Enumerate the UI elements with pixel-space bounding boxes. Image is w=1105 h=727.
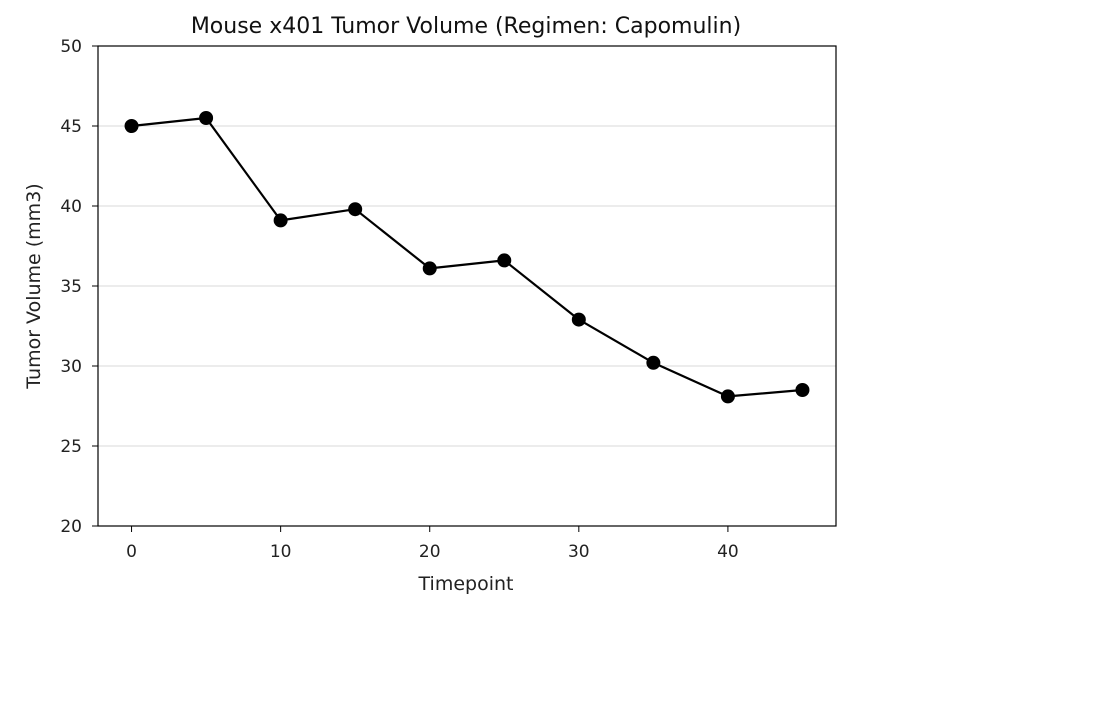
data-point (124, 119, 139, 133)
data-point (273, 213, 288, 228)
y-tick-label: 45 (60, 117, 82, 137)
x-axis-label: Timepoint (418, 573, 514, 595)
x-tick-label: 40 (717, 542, 739, 562)
y-tick-label: 30 (60, 357, 82, 377)
y-tick-label: 25 (60, 437, 82, 457)
x-tick-label: 30 (568, 542, 590, 562)
x-tick-label: 10 (270, 542, 292, 562)
series-line (130, 116, 804, 398)
data-point (497, 253, 512, 268)
data-point (199, 111, 214, 125)
y-tick-label: 35 (60, 277, 82, 297)
y-tick-label: 50 (60, 37, 82, 57)
x-tick-label: 0 (126, 542, 137, 562)
data-point (422, 261, 437, 276)
chart-title: Mouse x401 Tumor Volume (Regimen: Capomu… (191, 14, 741, 39)
y-axis-label: Tumor Volume (mm3) (23, 183, 45, 389)
data-point (795, 383, 810, 397)
data-point (348, 202, 363, 217)
y-tick-label: 40 (60, 197, 82, 217)
gridlines (98, 125, 836, 447)
data-point (571, 312, 586, 327)
axis-ticks: 0 10 20 30 40 20 25 30 35 40 45 50 (60, 37, 738, 562)
x-tick-label: 20 (419, 542, 441, 562)
data-point (646, 355, 661, 370)
series-layer (124, 111, 810, 404)
y-tick-label: 20 (60, 517, 82, 537)
data-point (720, 389, 735, 404)
